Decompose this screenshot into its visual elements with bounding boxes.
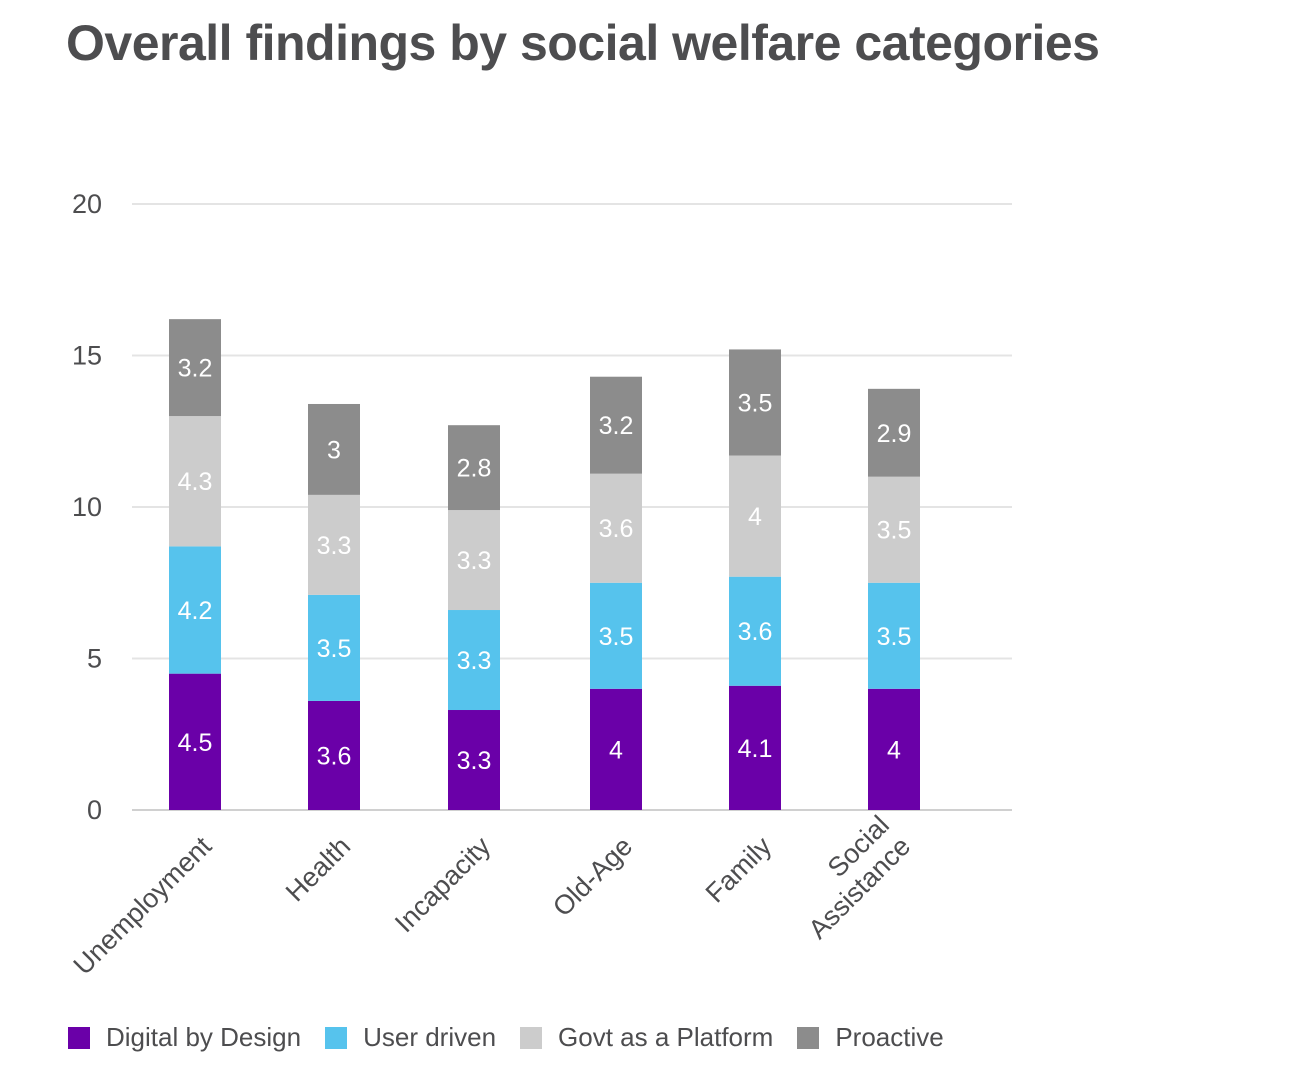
- bar-segment: [590, 688, 642, 810]
- bar-segment: [448, 610, 500, 711]
- data-label: 3.2: [599, 412, 634, 440]
- x-tick-label: Old-Age: [547, 831, 638, 922]
- bar-segment: [868, 582, 920, 689]
- bar-segment: [729, 685, 781, 810]
- bar-segment: [448, 425, 500, 511]
- data-label: 3.5: [599, 623, 634, 651]
- data-label: 3.6: [317, 742, 352, 770]
- bar-segment: [308, 594, 360, 701]
- y-tick-label: 10: [72, 492, 102, 522]
- bar-segment: [868, 688, 920, 810]
- bar-segment: [169, 416, 221, 547]
- y-tick-label: 5: [87, 644, 102, 674]
- data-label: 4: [748, 503, 762, 531]
- data-label: 2.9: [877, 420, 912, 448]
- data-label: 4: [887, 736, 901, 764]
- bar-segment: [868, 476, 920, 583]
- data-label: 3.3: [457, 647, 492, 675]
- data-label: 3.5: [738, 389, 773, 417]
- data-labels: 4.5 4.2 4.3 3.2 3.6 3.5 3.3 3 3.3 3.3 3.3 2.8 4 3.5 3.…: [178, 355, 912, 775]
- legend-item: Proactive: [797, 1022, 944, 1053]
- x-tick-label-line: Family: [700, 831, 778, 909]
- data-label: 3.3: [317, 532, 352, 560]
- legend-label: Digital by Design: [106, 1022, 302, 1052]
- bar-segment: [308, 403, 360, 495]
- data-label: 4.5: [178, 729, 213, 757]
- y-tick-label: 15: [72, 341, 102, 371]
- bar-segment: [308, 494, 360, 595]
- bar-segment: [448, 510, 500, 611]
- y-axis-ticks: 0 5 10 15 20: [72, 189, 102, 825]
- data-label: 4: [609, 736, 623, 764]
- data-label: 4.2: [178, 597, 213, 625]
- y-tick-label: 0: [87, 795, 102, 825]
- bar-segment: [590, 582, 642, 689]
- x-tick-label: Incapacity: [389, 831, 497, 939]
- data-label: 3.5: [317, 635, 352, 663]
- bar-segment: [729, 576, 781, 686]
- x-tick-label: Health: [280, 831, 356, 907]
- data-label: 3.3: [457, 547, 492, 575]
- data-label: 4.1: [738, 735, 773, 763]
- legend-label: Proactive: [835, 1022, 944, 1052]
- bar-segment: [729, 349, 781, 456]
- bar-segment: [590, 473, 642, 583]
- data-label: 4.3: [178, 468, 213, 496]
- bar-segment: [169, 319, 221, 417]
- data-label: 3.2: [178, 355, 213, 383]
- x-tick-label: Unemployment: [68, 831, 218, 981]
- legend-swatch: [325, 1026, 348, 1049]
- legend-item: Govt as a Platform: [520, 1022, 773, 1053]
- chart-title: Overall findings by social welfare categ…: [66, 15, 1100, 71]
- x-tick-label: Family: [700, 831, 778, 909]
- x-tick-label-line: Incapacity: [389, 831, 497, 939]
- legend-item: Digital by Design: [68, 1022, 301, 1053]
- legend-swatch: [68, 1026, 90, 1049]
- bar-segment: [729, 455, 781, 577]
- bar-segment: [308, 700, 360, 810]
- data-label: 3.6: [738, 618, 773, 646]
- legend-label: User driven: [363, 1022, 497, 1052]
- legend-item: User driven: [325, 1022, 496, 1053]
- legend-label: Govt as a Platform: [558, 1022, 774, 1052]
- data-label: 3.5: [877, 517, 912, 545]
- bar-segment: [169, 673, 221, 810]
- x-tick-label: SocialAssistance: [781, 810, 916, 945]
- bar-segment: [590, 376, 642, 474]
- gridlines: [132, 203, 1012, 811]
- bar-segment: [868, 388, 920, 477]
- x-tick-label-line: Old-Age: [547, 831, 638, 922]
- legend-swatch: [520, 1026, 543, 1049]
- data-label: 3.6: [599, 515, 634, 543]
- legend: Digital by Design User driven Govt as a Pl…: [68, 1022, 968, 1053]
- x-axis-ticks: Unemployment Health Incapacity Old-Age Famil…: [68, 810, 917, 981]
- data-label: 3.5: [877, 623, 912, 651]
- data-label: 3: [327, 436, 341, 464]
- data-label: 2.8: [457, 455, 492, 483]
- x-tick-label-line: Health: [280, 831, 356, 907]
- bar-segment: [169, 546, 221, 674]
- data-label: 3.3: [457, 747, 492, 775]
- stacked-bar-chart: 0 5 10 15 20 4.5 4.2 4.3 3.2 3.6 3.5 3.3 3 3.3 3.3 3.3…: [68, 189, 1012, 981]
- y-tick-label: 20: [72, 189, 102, 219]
- x-tick-label-line: Unemployment: [68, 831, 218, 981]
- bars: [169, 319, 920, 810]
- bar-segment: [448, 710, 500, 810]
- legend-swatch: [797, 1026, 820, 1049]
